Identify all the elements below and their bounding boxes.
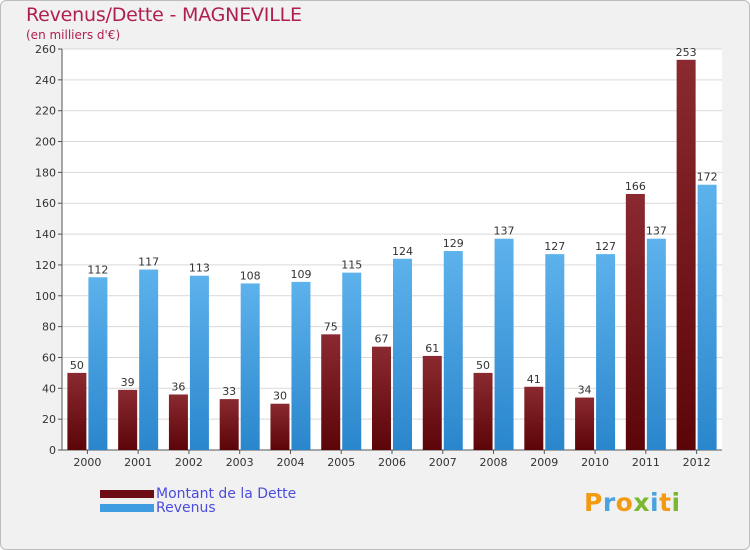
- x-tick-label: 2006: [378, 456, 406, 469]
- data-label-revenus: 109: [290, 268, 311, 281]
- data-label-dette: 30: [273, 390, 287, 403]
- logo-letter: r: [602, 488, 616, 517]
- data-label-revenus: 124: [392, 245, 413, 258]
- logo-letter: P: [584, 488, 603, 517]
- x-tick-label: 2004: [276, 456, 304, 469]
- y-tick-label: 100: [35, 290, 56, 303]
- data-label-dette: 39: [121, 376, 135, 389]
- logo-letter: x: [633, 488, 650, 517]
- data-label-revenus: 113: [189, 262, 210, 275]
- x-tick-label: 2005: [327, 456, 355, 469]
- bar-dette: [422, 355, 442, 450]
- y-tick-label: 140: [35, 228, 56, 241]
- logo-letter: i: [650, 488, 660, 517]
- data-label-dette: 41: [527, 373, 541, 386]
- y-tick-label: 60: [42, 351, 56, 364]
- bar-dette: [625, 193, 645, 450]
- y-tick-label: 180: [35, 166, 56, 179]
- data-label-dette: 61: [425, 342, 439, 355]
- bar-revenus: [189, 275, 209, 450]
- x-tick-label: 2011: [632, 456, 660, 469]
- data-label-dette: 50: [70, 359, 84, 372]
- bar-revenus: [240, 283, 260, 450]
- bar-dette: [270, 403, 290, 450]
- x-tick-label: 2008: [480, 456, 508, 469]
- bar-revenus: [291, 281, 311, 450]
- x-tick-label: 2010: [581, 456, 609, 469]
- data-label-dette: 253: [676, 46, 697, 59]
- data-label-revenus: 129: [443, 237, 464, 250]
- logo-letter: t: [659, 488, 672, 517]
- y-tick-label: 0: [49, 444, 56, 457]
- y-tick-label: 160: [35, 197, 56, 210]
- data-label-dette: 166: [625, 180, 646, 193]
- bar-revenus: [596, 254, 616, 450]
- bar-dette: [575, 397, 595, 450]
- y-tick-label: 240: [35, 74, 56, 87]
- data-label-dette: 36: [171, 380, 185, 393]
- bar-dette: [168, 394, 188, 450]
- logo-letter: o: [615, 488, 634, 517]
- bar-revenus: [88, 277, 108, 450]
- bar-dette: [118, 389, 138, 450]
- data-label-revenus: 108: [240, 269, 261, 282]
- data-label-revenus: 137: [494, 225, 515, 238]
- data-label-revenus: 117: [138, 256, 159, 269]
- data-label-revenus: 127: [595, 240, 616, 253]
- data-label-dette: 33: [222, 385, 236, 398]
- x-tick-label: 2001: [124, 456, 152, 469]
- bar-revenus: [494, 238, 514, 450]
- bar-revenus: [342, 272, 362, 450]
- y-tick-label: 120: [35, 259, 56, 272]
- x-tick-label: 2007: [429, 456, 457, 469]
- y-tick-label: 200: [35, 136, 56, 149]
- chart-subtitle: (en milliers d'€): [26, 28, 121, 42]
- y-tick-label: 40: [42, 382, 56, 395]
- legend-swatch-dette: [100, 490, 154, 498]
- legend-label-revenus: Revenus: [156, 500, 216, 516]
- bar-revenus: [697, 184, 717, 450]
- data-label-dette: 50: [476, 359, 490, 372]
- legend-swatch-revenus: [100, 504, 154, 512]
- bar-dette: [219, 399, 239, 450]
- y-tick-label: 20: [42, 413, 56, 426]
- x-tick-label: 2003: [226, 456, 254, 469]
- data-label-revenus: 127: [544, 240, 565, 253]
- bar-revenus: [393, 258, 412, 450]
- data-label-revenus: 137: [646, 225, 667, 238]
- y-tick-label: 80: [42, 321, 56, 334]
- x-tick-label: 2009: [530, 456, 558, 469]
- bar-revenus: [545, 254, 565, 450]
- bar-dette: [372, 346, 391, 450]
- y-tick-label: 220: [35, 105, 56, 118]
- bar-dette: [524, 386, 544, 450]
- data-label-dette: 34: [578, 384, 592, 397]
- bar-dette: [321, 334, 341, 450]
- legend-label-dette: Montant de la Dette: [156, 486, 297, 502]
- chart-title: Revenus/Dette - MAGNEVILLE: [26, 4, 302, 26]
- x-tick-label: 2002: [175, 456, 203, 469]
- data-label-revenus: 172: [697, 171, 718, 184]
- data-label-dette: 67: [375, 333, 389, 346]
- logo-letter: i: [671, 488, 681, 517]
- bar-revenus: [139, 269, 159, 450]
- bar-dette: [473, 372, 493, 450]
- x-tick-label: 2000: [73, 456, 101, 469]
- data-label-revenus: 112: [87, 263, 108, 276]
- bar-revenus: [646, 238, 666, 450]
- y-tick-label: 260: [35, 43, 56, 56]
- bar-dette: [676, 59, 696, 451]
- bar-revenus: [443, 251, 463, 450]
- proxiti-logo: Proxiti: [584, 488, 681, 517]
- x-tick-label: 2012: [683, 456, 711, 469]
- data-label-dette: 75: [324, 320, 338, 333]
- data-label-revenus: 115: [341, 259, 362, 272]
- bar-dette: [67, 372, 87, 450]
